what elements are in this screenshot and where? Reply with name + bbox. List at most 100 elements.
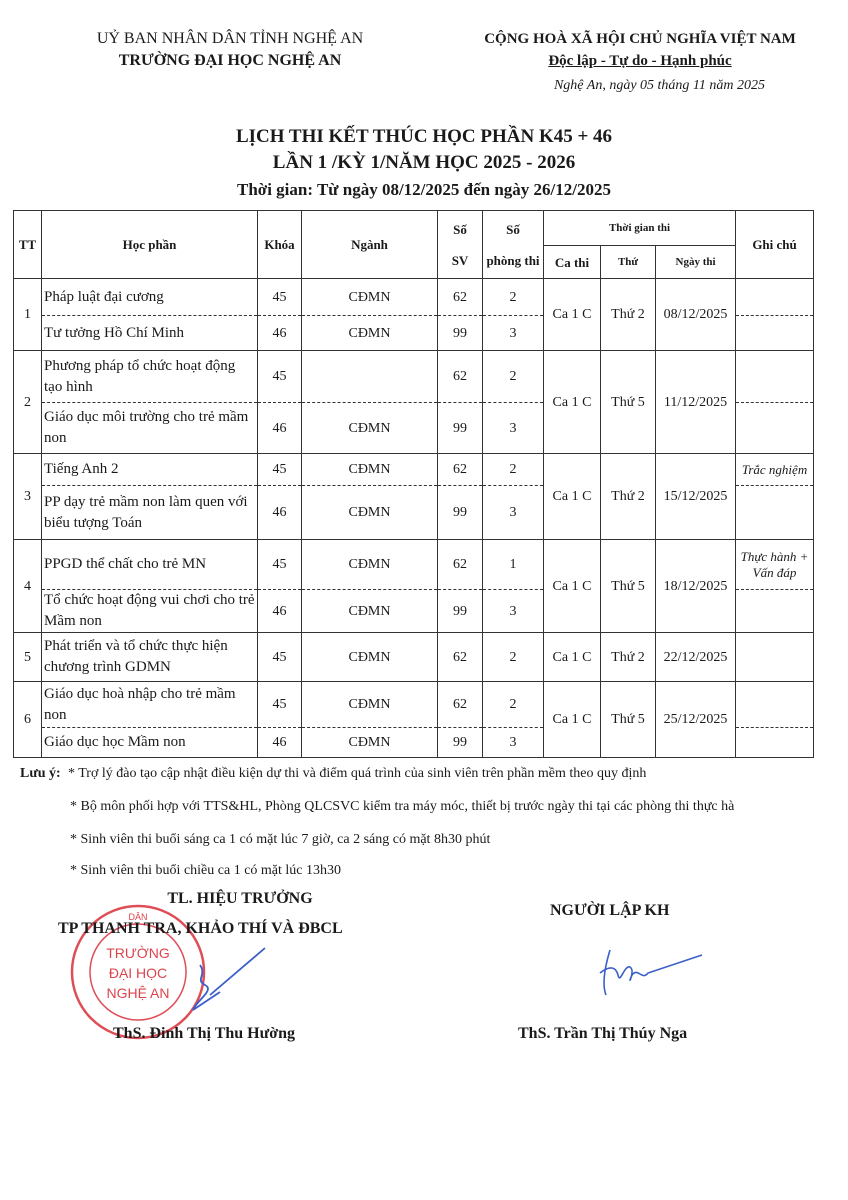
cell-so-phong: 2	[482, 278, 544, 316]
table-row: 4 PPGD thể chất cho trẻ MN 45 CĐMN 62 1 Ca 1 C…	[13, 539, 815, 633]
cell-so-sv: 62	[437, 350, 483, 403]
table-row: Tư tưởng Hồ Chí Minh 46 CĐMN 99 3	[14, 315, 815, 351]
table-row: Giáo dục môi trường cho trẻ mầm non 46 CĐM…	[14, 402, 815, 454]
header-tt: TT	[13, 210, 42, 279]
cell-thu: Thứ 5	[600, 539, 656, 633]
cell-so-sv: 99	[437, 402, 483, 454]
cell-nganh: CĐMN	[301, 485, 438, 540]
cell-nganh: CĐMN	[301, 278, 438, 316]
cell-ghi-chu	[735, 589, 815, 633]
cell-ghi-chu	[735, 485, 815, 540]
cell-nganh: CĐMN	[301, 632, 438, 682]
cell-hoc-phan: Giáo dục môi trường cho trẻ mầm non	[41, 402, 258, 454]
table-row: Giáo dục học Mầm non 46 CĐMN 99 3	[14, 727, 815, 758]
cell-so-phong: 2	[482, 681, 544, 728]
header-ngay-thi: Ngày thi	[654, 245, 737, 279]
table-row: 6 Giáo dục hoà nhập cho trẻ mầm non 45 CĐMN…	[13, 681, 815, 758]
header-so-phong-1: Số	[506, 221, 520, 237]
cell-khoa: 45	[257, 539, 302, 590]
cell-thu: Thứ 5	[600, 681, 656, 758]
exam-schedule-table: TT Học phần Khóa Ngành Số SV Số phòng thi …	[13, 210, 815, 758]
cell-hoc-phan: Giáo dục học Mầm non	[41, 727, 258, 758]
cell-thu: Thứ 2	[600, 453, 656, 540]
cell-hoc-phan: Giáo dục hoà nhập cho trẻ mầm non	[41, 681, 258, 728]
header-so-phong: Số phòng thi	[482, 210, 544, 279]
cell-khoa: 46	[257, 402, 302, 454]
cell-so-sv: 62	[437, 453, 483, 486]
svg-text:TRƯỜNG: TRƯỜNG	[106, 945, 170, 961]
table-row: 1 Pháp luật đại cương 45 CĐMN 62 2 Ca 1 C Thứ 2…	[13, 278, 815, 351]
cell-so-sv: 99	[437, 589, 483, 633]
national-motto-block: CỘNG HOÀ XÃ HỘI CHỦ NGHĨA VIỆT NAM Độc l…	[440, 28, 840, 72]
cell-thu: Thứ 5	[600, 350, 656, 454]
issuer-province: UỶ BAN NHÂN DÂN TỈNH NGHỆ AN	[96, 30, 364, 47]
cell-tt: 3	[13, 453, 42, 540]
cell-hoc-phan: Tư tưởng Hồ Chí Minh	[41, 315, 258, 351]
left-signer-name: ThS. Đinh Thị Thu Hường	[113, 1025, 295, 1042]
header-khoa: Khóa	[257, 210, 302, 279]
cell-ca-thi: Ca 1 C	[543, 632, 601, 682]
header-so-sv-1: Số	[453, 221, 467, 237]
document-title: LỊCH THI KẾT THÚC HỌC PHẦN K45 + 46 LẦN …	[0, 124, 848, 176]
note-item: * Bộ môn phối hợp với TTS&HL, Phòng QLCS…	[70, 799, 735, 814]
cell-khoa: 45	[257, 632, 302, 682]
motto: Độc lập - Tự do - Hạnh phúc	[548, 53, 732, 69]
cell-nganh: CĐMN	[301, 727, 438, 758]
cell-ngay-thi: 15/12/2025	[654, 453, 737, 540]
left-signer-title: TL. HIỆU TRƯỞNG	[167, 890, 313, 907]
notes-label: Lưu ý:	[20, 766, 61, 781]
svg-text:ĐẠI HỌC: ĐẠI HỌC	[109, 965, 167, 981]
cell-hoc-phan: Pháp luật đại cương	[41, 278, 258, 316]
cell-khoa: 46	[257, 315, 302, 351]
cell-so-sv: 62	[437, 632, 483, 682]
cell-ghi-chu	[735, 681, 815, 728]
cell-tt: 6	[13, 681, 42, 758]
cell-tt: 1	[13, 278, 42, 351]
cell-ghi-chu	[735, 315, 815, 351]
cell-ghi-chu	[735, 278, 815, 316]
cell-khoa: 45	[257, 278, 302, 316]
cell-nganh: CĐMN	[301, 453, 438, 486]
right-signer-name: ThS. Trần Thị Thúy Nga	[518, 1025, 688, 1042]
header-ghi-chu: Ghi chú	[735, 210, 815, 279]
cell-ngay-thi: 08/12/2025	[654, 278, 737, 351]
cell-ghi-chu: Thực hành + Vấn đáp	[735, 539, 815, 590]
cell-so-phong: 3	[482, 589, 544, 633]
school-stamp: TRƯỜNG ĐẠI HỌC NGHỆ AN DÂN	[70, 904, 206, 1040]
cell-so-phong: 3	[482, 315, 544, 351]
cell-hoc-phan: PPGD thể chất cho trẻ MN	[41, 539, 258, 590]
cell-ca-thi: Ca 1 C	[543, 681, 601, 758]
cell-so-sv: 99	[437, 315, 483, 351]
cell-so-phong: 2	[482, 350, 544, 403]
exam-period: Thời gian: Từ ngày 08/12/2025 đến ngày 2…	[236, 180, 611, 199]
cell-khoa: 45	[257, 681, 302, 728]
header-so-sv-2: SV	[451, 252, 469, 268]
cell-hoc-phan: Tổ chức hoạt động vui chơi cho trẻ Mầm n…	[41, 589, 258, 633]
cell-so-sv: 99	[437, 727, 483, 758]
cell-hoc-phan: Tiếng Anh 2	[41, 453, 258, 486]
table-row: 3 Tiếng Anh 2 45 CĐMN 62 2 Ca 1 C Thứ 2 15/12/20…	[13, 453, 815, 540]
note-item: * Sinh viên thi buổi chiều ca 1 có mặt l…	[70, 863, 342, 878]
cell-so-sv: 62	[437, 539, 483, 590]
cell-hoc-phan: Phương pháp tổ chức hoạt động tạo hình	[41, 350, 258, 403]
title-line-1: LỊCH THI KẾT THÚC HỌC PHẦN K45 + 46	[235, 126, 613, 147]
cell-nganh: CĐMN	[301, 681, 438, 728]
cell-khoa: 45	[257, 350, 302, 403]
title-line-2: LẦN 1 /KỲ 1/NĂM HỌC 2025 - 2026	[272, 152, 576, 173]
header-so-sv: Số SV	[437, 210, 483, 279]
schedule-body: 1 Pháp luật đại cương 45 CĐMN 62 2 Ca 1 C Thứ 2…	[13, 278, 815, 758]
cell-ghi-chu	[735, 632, 815, 682]
cell-so-sv: 62	[437, 278, 483, 316]
cell-ghi-chu: Trắc nghiệm	[735, 453, 815, 486]
cell-ca-thi: Ca 1 C	[543, 539, 601, 633]
cell-tt: 2	[13, 350, 42, 454]
cell-so-sv: 99	[437, 485, 483, 540]
cell-ca-thi: Ca 1 C	[543, 453, 601, 540]
header-thoi-gian-thi: Thời gian thi	[542, 210, 737, 246]
cell-nganh: CĐMN	[301, 539, 438, 590]
signature-right	[599, 949, 703, 996]
cell-so-phong: 3	[482, 402, 544, 454]
header-thu: Thứ	[600, 245, 656, 279]
table-row: PP dạy trẻ mầm non làm quen với biểu tượ…	[14, 485, 815, 540]
cell-so-phong: 2	[482, 453, 544, 486]
